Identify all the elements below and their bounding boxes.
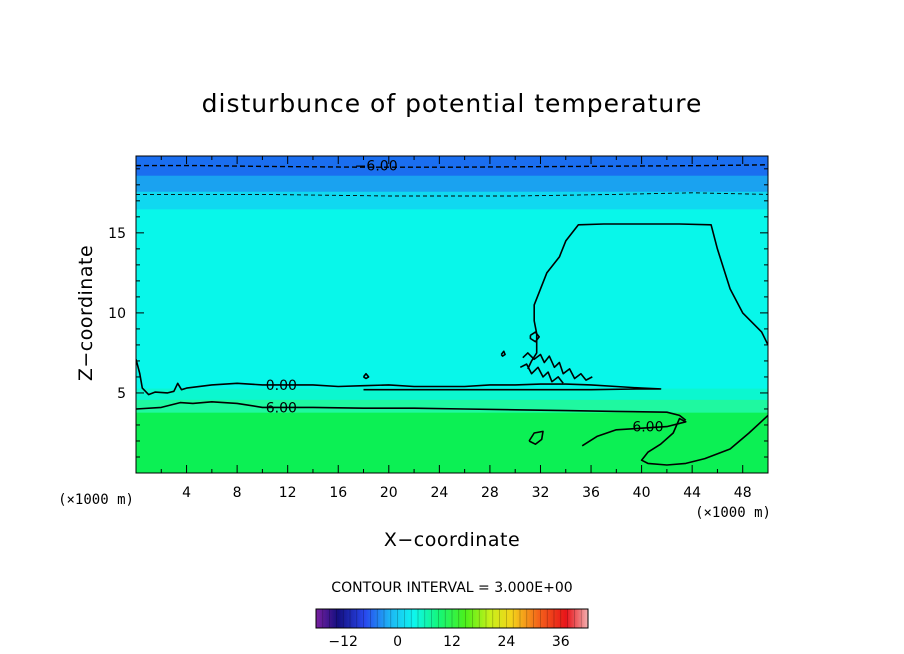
contour-line-3 xyxy=(136,401,687,421)
colorbar-segments xyxy=(315,609,589,628)
contour-line-7 xyxy=(522,352,593,381)
x-tick-label-1: 8 xyxy=(233,485,242,501)
colorbar: −12 0 12 24 36 xyxy=(315,608,589,650)
fill-band-2 xyxy=(136,388,768,400)
x-tick-label-3: 16 xyxy=(329,485,347,501)
fill-band-5 xyxy=(136,175,768,192)
colorbar-frame xyxy=(315,608,589,629)
fill-band-4 xyxy=(136,191,768,210)
contour-interval-note: CONTOUR INTERVAL = 3.000E+00 xyxy=(331,580,572,596)
y-tick-label-1: 10 xyxy=(108,306,126,322)
contour-lines xyxy=(136,164,768,466)
contour-line-10 xyxy=(500,350,506,357)
colorbar-tick-label-1: 0 xyxy=(393,634,402,650)
contour-line-6 xyxy=(529,331,540,343)
colorbar-tick-labels: −12 0 12 24 36 xyxy=(328,634,569,650)
fill-band-6 xyxy=(136,156,768,176)
x-axis-label: X−coordinate xyxy=(384,529,520,551)
x-tick-label-5: 24 xyxy=(430,485,448,501)
x-tick-label-10: 44 xyxy=(683,485,701,501)
x-tick-label-6: 28 xyxy=(481,485,499,501)
colorbar-tick-label-4: 36 xyxy=(552,634,570,650)
y-axis-ticks: 5 10 15 xyxy=(108,168,768,458)
contour-label-3: 6.00 xyxy=(632,420,663,436)
contour-line-0 xyxy=(136,164,768,168)
x-tick-label-0: 4 xyxy=(182,485,191,501)
x-axis-ticks: 4 8 12 16 20 24 28 32 36 40 44 48 xyxy=(160,156,752,501)
x-tick-label-11: 48 xyxy=(734,485,752,501)
contour-line-11 xyxy=(362,372,370,380)
x-unit-label: (×1000 m) xyxy=(695,505,771,521)
contour-line-5 xyxy=(527,223,768,370)
fill-band-1 xyxy=(136,399,768,413)
x-tick-label-7: 32 xyxy=(532,485,550,501)
colorbar-tick-label-3: 24 xyxy=(497,634,515,650)
x-tick-label-8: 36 xyxy=(582,485,600,501)
contour-line-4 xyxy=(581,414,768,466)
contour-line-1 xyxy=(136,192,768,197)
colorbar-tick-label-0: −12 xyxy=(328,634,358,650)
x-tick-label-9: 40 xyxy=(633,485,651,501)
y-unit-label: (×1000 m) xyxy=(58,492,134,508)
contour-line-9 xyxy=(528,430,544,445)
x-tick-label-4: 20 xyxy=(380,485,398,501)
fill-band-3 xyxy=(136,208,768,389)
y-tick-label-0: 5 xyxy=(117,386,126,402)
x-tick-label-2: 12 xyxy=(279,485,297,501)
contour-label-1: 0.00 xyxy=(266,378,297,394)
contour-labels: −6.00 0.00 6.00 6.00 xyxy=(266,159,664,436)
contour-label-2: 6.00 xyxy=(266,400,297,416)
contour-label-0: −6.00 xyxy=(355,159,398,175)
chart-title: disturbunce of potential temperature xyxy=(202,89,703,118)
contour-fill-bands xyxy=(136,156,768,473)
plot-frame xyxy=(135,155,769,474)
y-axis-label: Z−coordinate xyxy=(75,245,97,381)
contour-line-2 xyxy=(136,359,662,396)
colorbar-tick-label-2: 12 xyxy=(443,634,461,650)
contour-line-8 xyxy=(519,363,564,384)
colorbar-gradient xyxy=(316,609,588,628)
y-tick-label-2: 15 xyxy=(108,226,126,242)
